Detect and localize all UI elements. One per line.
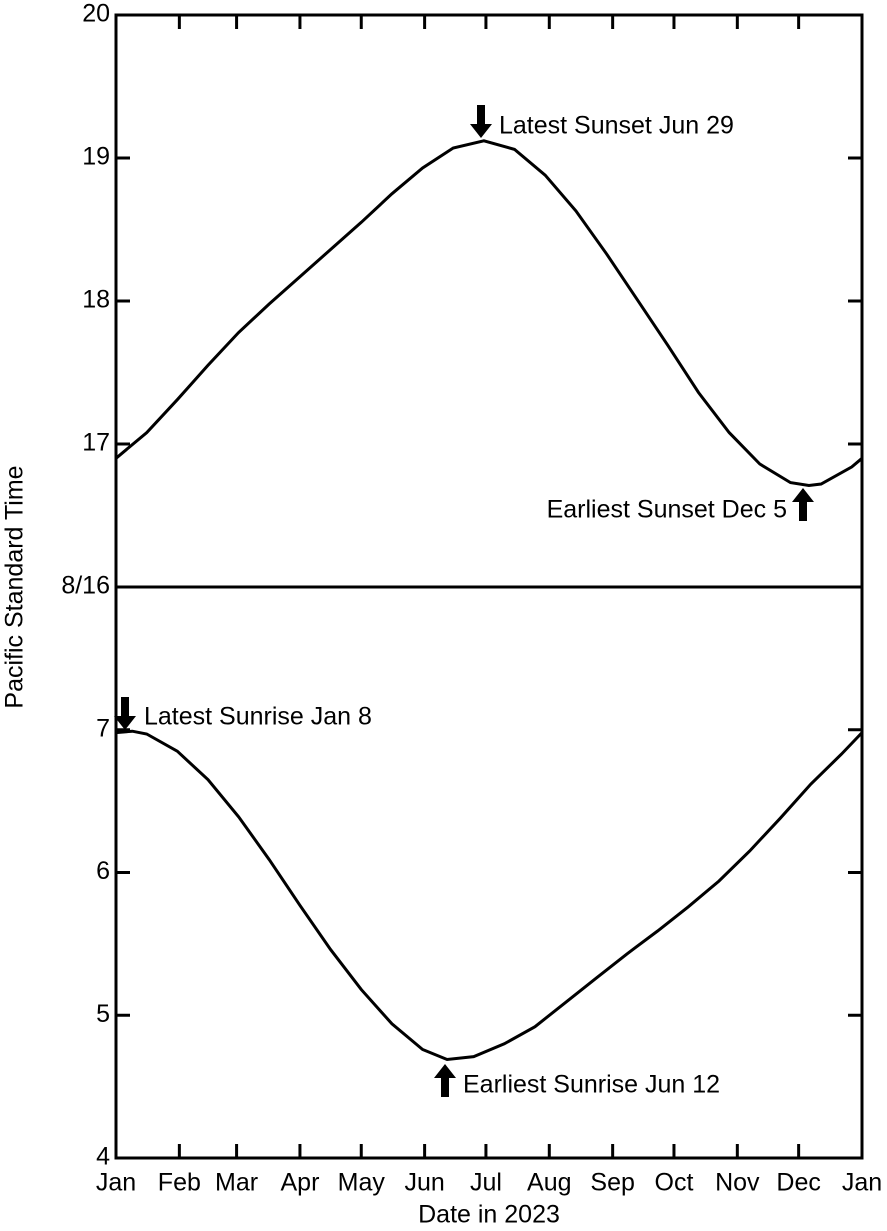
y-axis-label: Pacific Standard Time — [1, 465, 29, 708]
x-tick-label: Oct — [655, 1169, 694, 1197]
x-tick-label: Jun — [404, 1169, 444, 1197]
line-series — [115, 139, 863, 488]
y-tick-label: 5 — [96, 1000, 110, 1028]
y-tick-label: 7 — [96, 714, 110, 742]
annotation-arrow — [792, 488, 814, 521]
x-tick-label: Sep — [590, 1169, 634, 1197]
annotation: Earliest Sunset Dec 5 — [547, 496, 787, 524]
x-tick-label: Apr — [280, 1169, 319, 1197]
y-tick-label: 4 — [96, 1143, 110, 1171]
annotation: Latest Sunrise Jan 8 — [144, 703, 372, 731]
y-tick-label: 18 — [82, 286, 110, 314]
y-tick-label: 17 — [82, 429, 110, 457]
x-tick-label: Dec — [776, 1169, 820, 1197]
x-tick-label: Mar — [215, 1169, 258, 1197]
annotation: Earliest Sunrise Jun 12 — [463, 1071, 720, 1099]
y-tick-label: 6 — [96, 857, 110, 885]
x-axis-label: Date in 2023 — [418, 1201, 560, 1229]
y-tick-label: 19 — [82, 143, 110, 171]
x-tick-label: Jul — [470, 1169, 502, 1197]
x-tick-label: Jan — [96, 1169, 136, 1197]
annotation: Latest Sunset Jun 29 — [499, 112, 734, 140]
line-series — [115, 729, 864, 1062]
x-tick-label: Aug — [527, 1169, 571, 1197]
annotation-arrow — [470, 105, 492, 138]
x-tick-label: Nov — [715, 1169, 760, 1197]
y-tick-label: 20 — [82, 0, 110, 28]
annotation-arrow — [114, 697, 136, 730]
y-tick-label: 8/16 — [61, 572, 110, 600]
x-tick-label: Jan — [842, 1169, 882, 1197]
annotation-arrow — [434, 1064, 456, 1097]
x-tick-label: May — [338, 1169, 386, 1197]
x-tick-label: Feb — [158, 1169, 201, 1197]
